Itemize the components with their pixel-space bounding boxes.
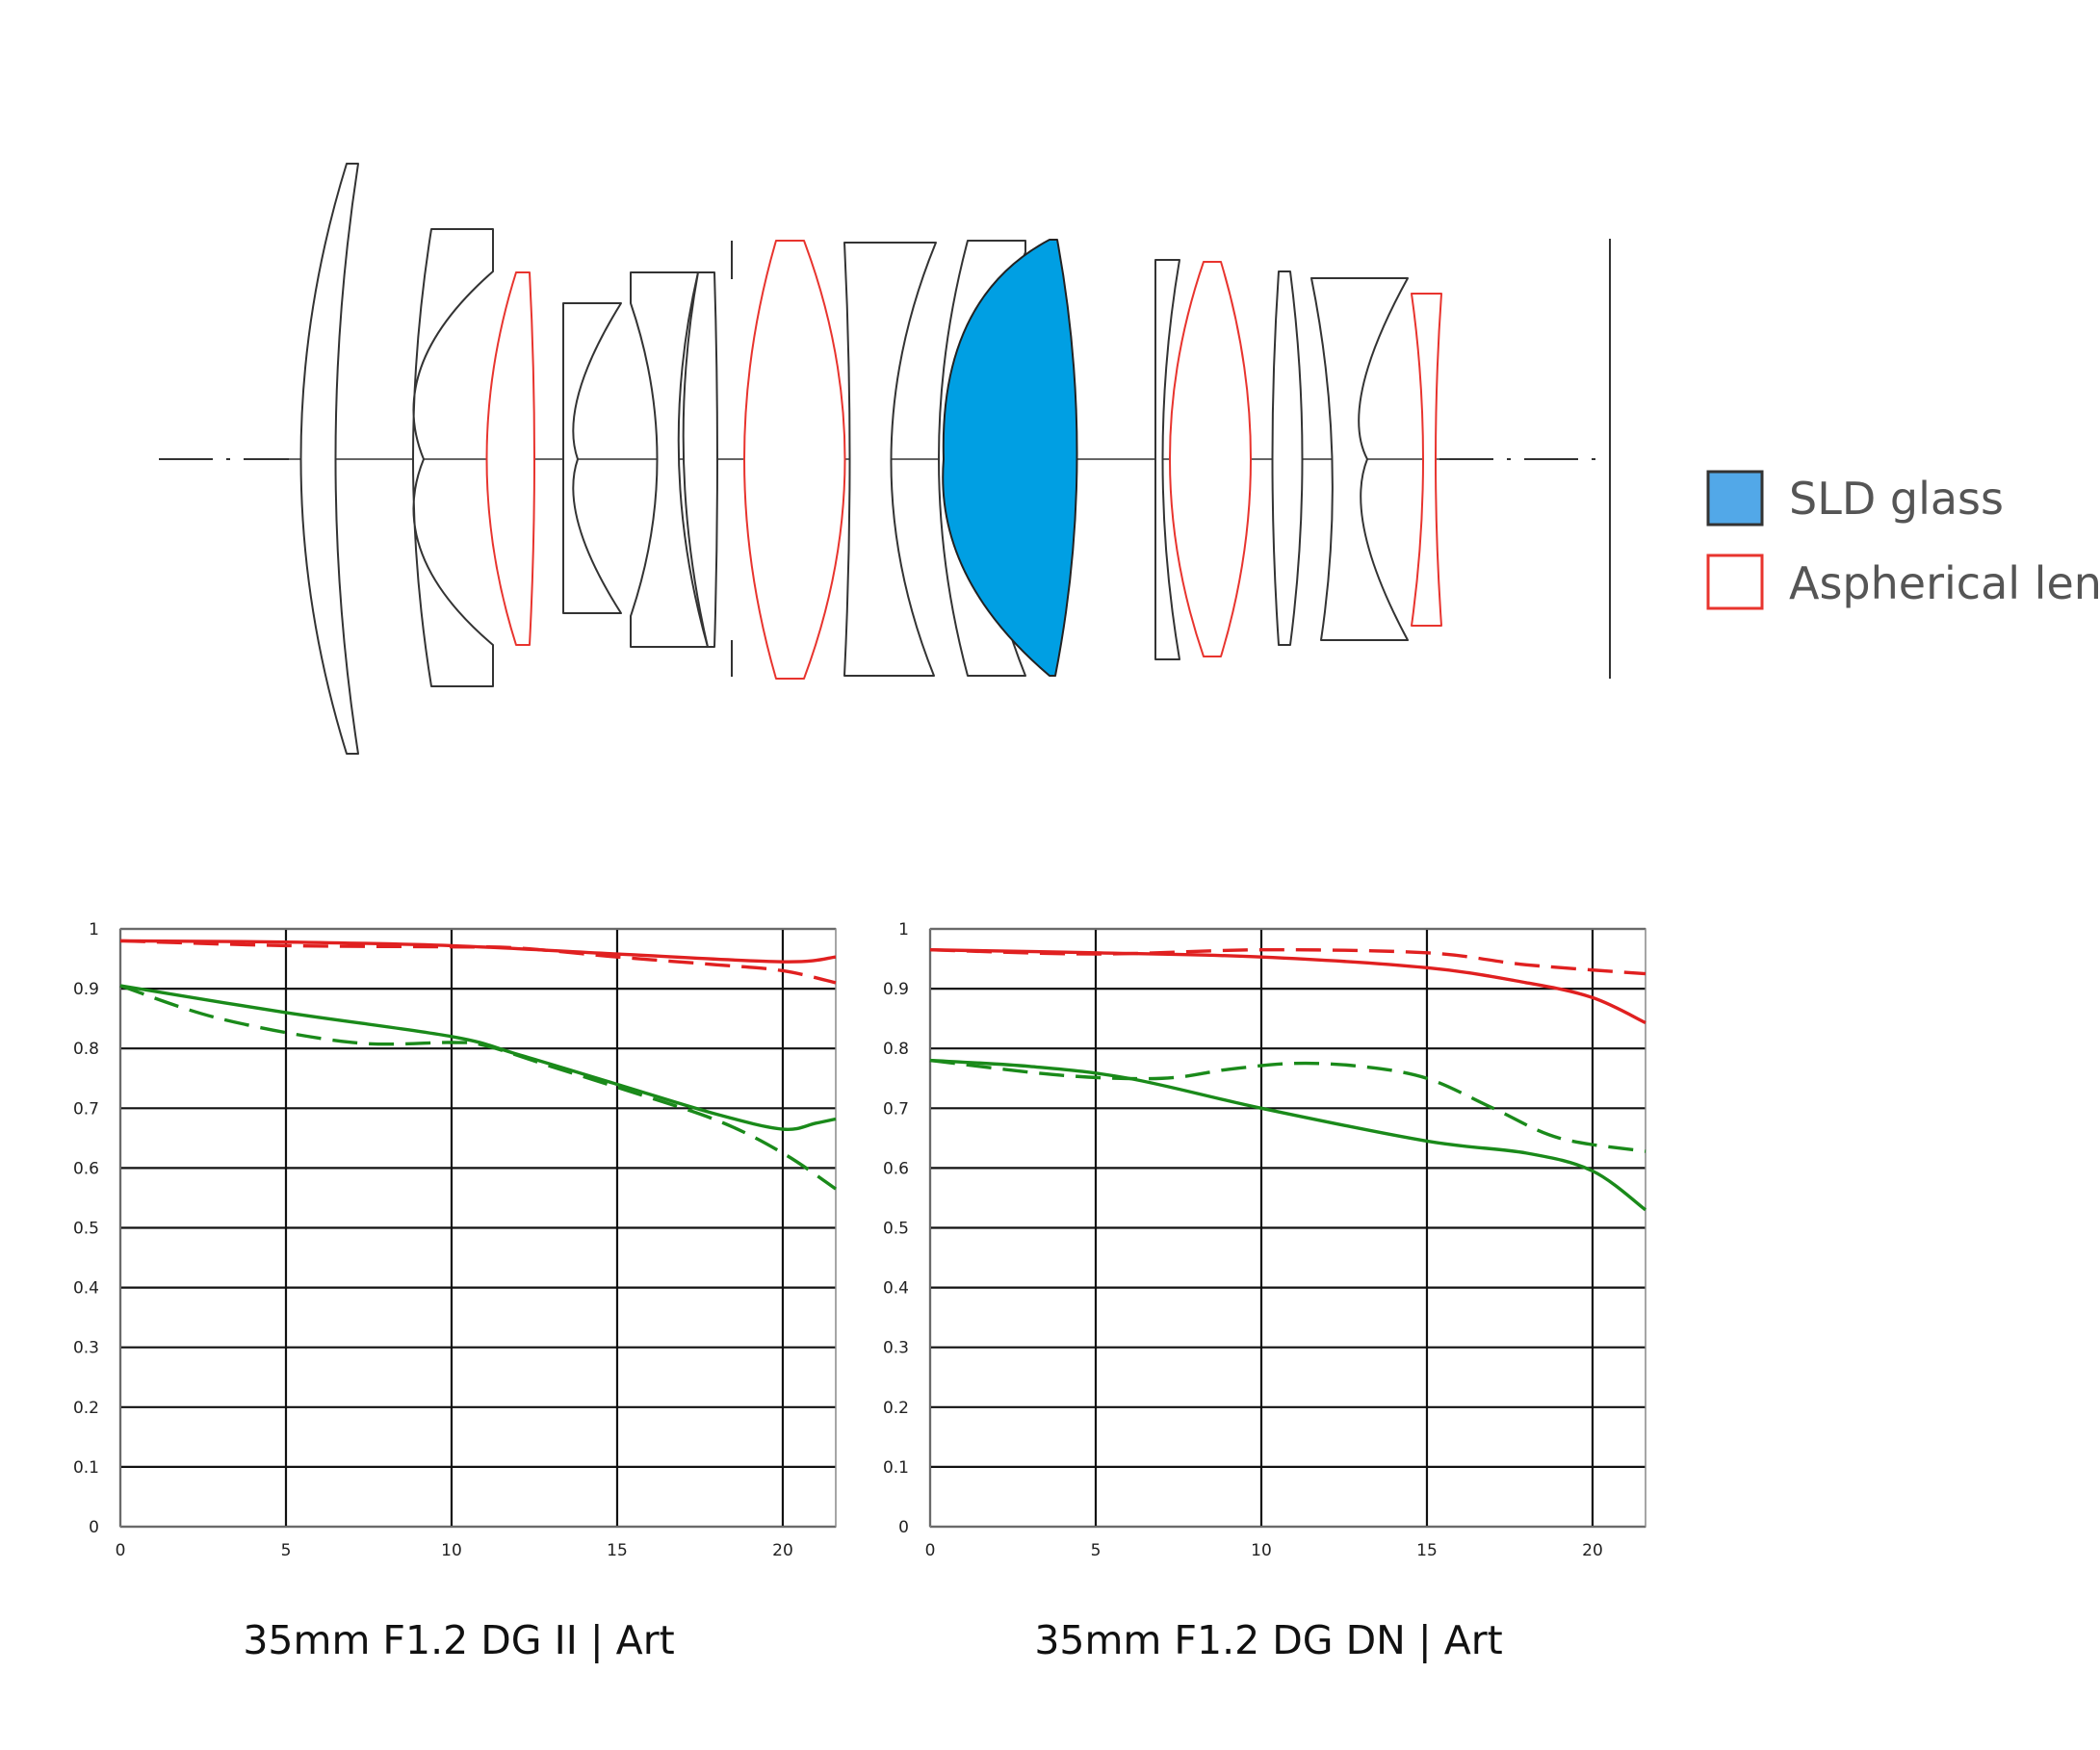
mtf-curve-green-dashed (119, 984, 837, 1191)
lens-element-3-aspherical (485, 271, 535, 646)
lens-element-4 (562, 302, 622, 614)
lens-element-14 (1310, 277, 1409, 641)
legend-label-aspherical: Aspherical lens (1789, 557, 2100, 609)
mtf-curve-red-dashed (119, 939, 837, 985)
chart-caption: 35mm F1.2 DG II | Art (243, 1617, 674, 1663)
lens-element-12-aspherical (1169, 261, 1252, 657)
x-tick-label: 5 (1091, 1541, 1102, 1560)
lens-element-5 (630, 271, 709, 648)
y-tick-label: 0.2 (73, 1399, 99, 1418)
y-tick-label: 0.6 (73, 1159, 99, 1178)
lens-element-2 (412, 228, 494, 687)
mtf-chart-right: 00.10.20.30.40.50.60.70.80.910 5 10 15 2035m… (883, 920, 1647, 1663)
y-tick-label: 0.7 (73, 1099, 99, 1119)
y-tick-label: 0.1 (73, 1458, 99, 1478)
y-tick-label: 0.9 (883, 980, 909, 999)
mtf-curve-green-solid (929, 1058, 1647, 1212)
mtf-curve-green-solid (119, 984, 837, 1131)
x-tick-label: 0 (116, 1541, 126, 1560)
x-tick-label: 10 (441, 1541, 462, 1560)
lens-element-11 (1154, 259, 1180, 660)
y-tick-label: 0.8 (73, 1040, 99, 1059)
legend-label-sld: SLD glass (1789, 473, 2004, 525)
x-tick-label: 15 (1416, 1541, 1438, 1560)
lens-element-10-sld (942, 239, 1078, 677)
y-tick-label: 0.5 (883, 1220, 909, 1239)
sld-glass-swatch-icon (1706, 470, 1764, 527)
y-tick-label: 0.7 (883, 1099, 909, 1119)
y-tick-label: 0.3 (883, 1339, 909, 1358)
y-tick-label: 0.3 (73, 1339, 99, 1358)
y-tick-label: 0.4 (883, 1279, 909, 1299)
lens-element-15-aspherical (1411, 293, 1442, 627)
chart-caption: 35mm F1.2 DG DN | Art (1034, 1617, 1502, 1663)
lens-element-6 (682, 271, 718, 648)
plot-frame (929, 928, 1646, 1528)
lens-element-13 (1271, 270, 1304, 646)
y-tick-label: 1 (898, 920, 909, 939)
mtf-curve-green-dashed (929, 1058, 1646, 1153)
y-tick-label: 0.9 (73, 980, 99, 999)
aspherical-lens-swatch-icon (1706, 553, 1764, 610)
x-tick-label: 10 (1251, 1541, 1272, 1560)
mtf-curve-red-dashed (929, 948, 1646, 976)
y-tick-label: 0.8 (883, 1040, 909, 1059)
y-tick-label: 0 (89, 1518, 99, 1537)
y-tick-label: 0.6 (883, 1159, 909, 1178)
y-tick-label: 1 (89, 920, 99, 939)
lens-element-8 (843, 242, 937, 677)
legend: SLD glass Aspherical lens (1706, 470, 2100, 610)
y-tick-label: 0.2 (883, 1399, 909, 1418)
plot-frame (119, 928, 837, 1528)
lens-diagram (159, 163, 1611, 755)
lens-element-7-aspherical (743, 240, 846, 680)
x-tick-label: 20 (1582, 1541, 1603, 1560)
mtf-chart-left: 00.10.20.30.40.50.60.70.80.910 5 10 15 2035m… (73, 920, 837, 1663)
mtf-curve-red-solid (119, 939, 837, 964)
x-tick-label: 0 (925, 1541, 936, 1560)
y-tick-label: 0 (898, 1518, 909, 1537)
y-tick-label: 0.5 (73, 1220, 99, 1239)
x-tick-label: 5 (281, 1541, 292, 1560)
mtf-curve-red-solid (929, 948, 1646, 1025)
lens-element-1 (299, 163, 359, 755)
x-tick-label: 15 (607, 1541, 628, 1560)
y-tick-label: 0.4 (73, 1279, 99, 1299)
x-tick-label: 20 (772, 1541, 793, 1560)
y-tick-label: 0.1 (883, 1458, 909, 1478)
